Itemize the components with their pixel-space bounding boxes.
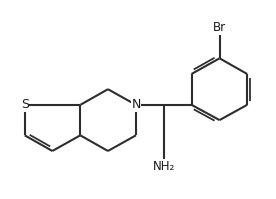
Text: N: N: [131, 98, 141, 111]
Text: S: S: [21, 98, 29, 111]
Text: Br: Br: [213, 21, 226, 34]
Text: NH₂: NH₂: [153, 160, 175, 173]
